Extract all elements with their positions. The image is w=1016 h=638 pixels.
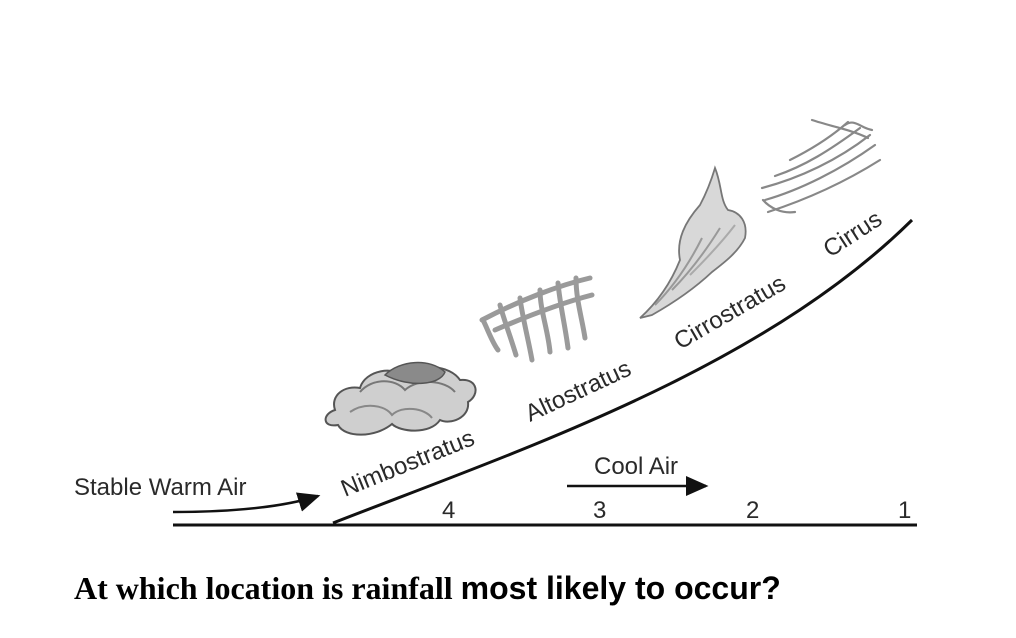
location-number: 1	[898, 497, 911, 524]
cloud-label-altostratus: Altostratus	[521, 355, 635, 427]
location-number: 3	[593, 497, 606, 524]
warm-air-arrow	[172, 492, 321, 514]
cloud-label-nimbostratus: Nimbostratus	[337, 425, 478, 503]
cirrus-cloud-icon	[760, 118, 882, 214]
nimbostratus-cloud-icon	[324, 361, 477, 436]
location-number: 4	[442, 497, 455, 524]
question-part-2: most likely to occur?	[460, 570, 781, 606]
location-number: 2	[746, 497, 759, 524]
stable-warm-air-label: Stable Warm Air	[74, 474, 247, 501]
question-part-1: At which location is rainfall	[74, 570, 461, 606]
front-boundary-curve	[332, 218, 914, 525]
cloud-label-cirrus: Cirrus	[819, 206, 887, 264]
question-text: At which location is rainfall most likel…	[74, 570, 974, 607]
altostratus-cloud-icon	[479, 275, 595, 363]
cirrostratus-cloud-icon	[639, 165, 747, 319]
cool-air-label: Cool Air	[594, 453, 678, 480]
